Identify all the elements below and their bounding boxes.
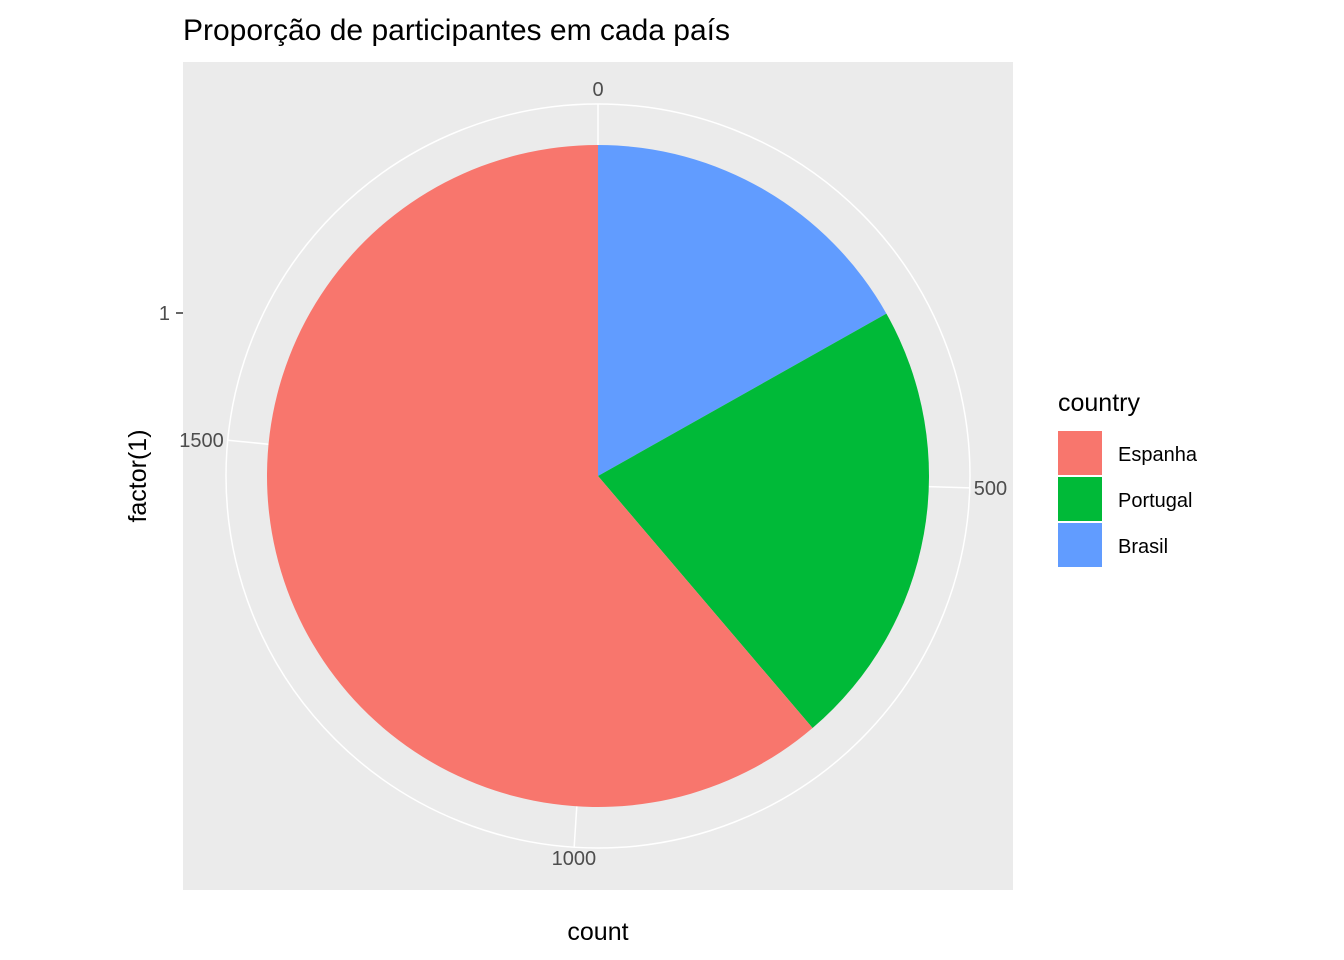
radial-tick-label: 1500 <box>179 430 224 452</box>
legend-key-espanha <box>1058 431 1102 475</box>
grid-spoke <box>227 439 269 445</box>
radial-tick-label: 1000 <box>552 848 597 870</box>
x-axis-title: count <box>567 918 628 946</box>
y-axis-title: factor(1) <box>124 429 152 522</box>
pie-slices <box>266 145 930 808</box>
pie-slice-brasil <box>598 145 887 476</box>
legend-key-brasil <box>1058 523 1102 567</box>
grid-spoke <box>573 806 578 848</box>
legend-label-brasil: Brasil <box>1118 536 1168 558</box>
y-tick-label: 1 <box>159 303 170 325</box>
pie-slice-espanha <box>266 145 813 808</box>
legend-title: country <box>1058 389 1140 417</box>
legend: country Espanha Portugal Brasil <box>1058 389 1198 567</box>
legend-label-espanha: Espanha <box>1118 444 1198 466</box>
polar-grid <box>225 103 971 849</box>
radial-tick-label: 500 <box>974 478 1007 500</box>
legend-label-portugal: Portugal <box>1118 490 1193 512</box>
radial-tick-labels: 0 500 1000 1500 <box>179 79 1007 870</box>
legend-key-portugal <box>1058 477 1102 521</box>
radial-tick-label: 0 <box>592 79 603 101</box>
grid-spoke <box>928 485 970 489</box>
chart-title: Proporção de participantes em cada país <box>183 14 730 47</box>
pie-slice-portugal <box>598 313 930 729</box>
